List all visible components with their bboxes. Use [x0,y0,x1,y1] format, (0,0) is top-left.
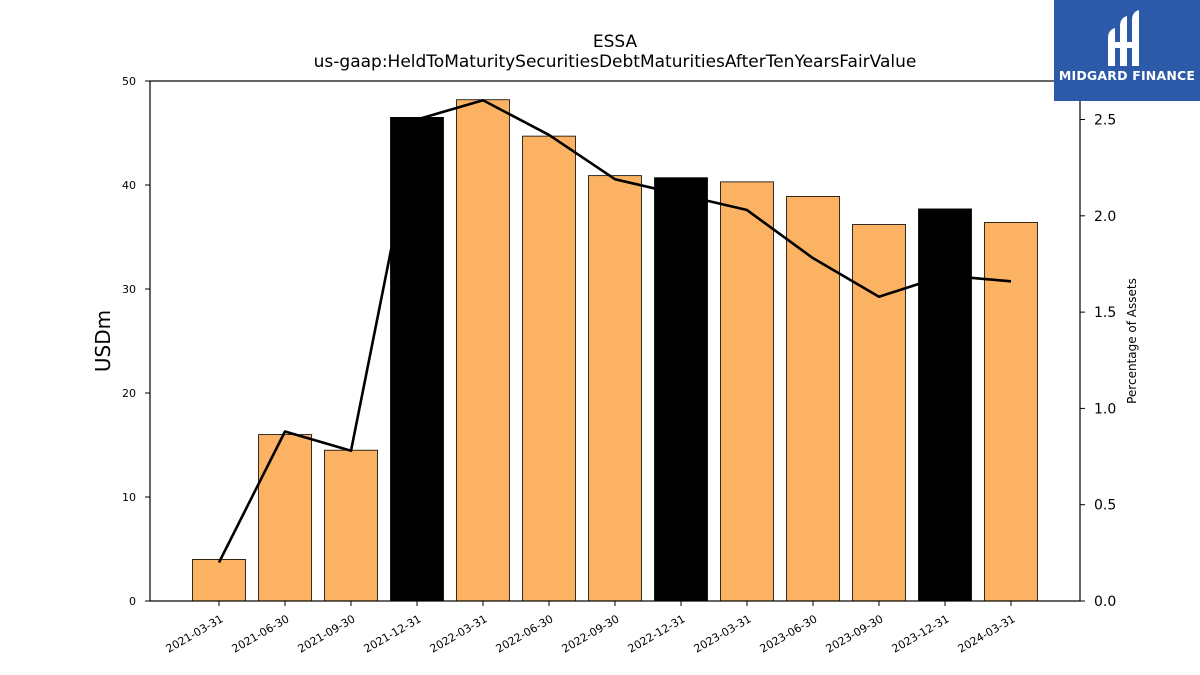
bar [984,222,1038,602]
bar [588,175,642,602]
bar [786,196,840,602]
x-tick-label: 2021-12-31 [362,612,424,655]
y2-tick-label: 1.0 [1094,401,1116,417]
bar [654,177,708,602]
x-tick-label: 2023-06-30 [758,612,820,655]
chart-title: ESSA [592,32,638,52]
y-tick-label: 30 [122,283,136,296]
y2-tick-label: 2.0 [1094,209,1116,225]
x-tick-label: 2021-09-30 [296,612,358,655]
bar [852,224,906,602]
x-tick-label: 2022-12-31 [626,612,688,655]
y-tick-label: 40 [122,179,136,192]
bar [720,181,774,602]
x-tick-label: 2021-06-30 [230,612,292,655]
y-tick-label: 50 [122,75,136,88]
chart-subtitle: us-gaap:HeldToMaturitySecuritiesDebtMatu… [313,52,917,72]
x-tick-label: 2022-06-30 [494,612,556,655]
brand-logo: MIDGARD FINANCE [1054,0,1200,101]
bar [390,117,444,602]
bar [258,434,312,602]
series-line [217,98,1012,564]
x-tick-label: 2022-03-31 [428,612,490,655]
y2-axis-label: Percentage of Assets [1125,278,1139,404]
x-tick-label: 2022-09-30 [560,612,622,655]
logo-mark-icon [1108,10,1139,66]
y-tick-label: 20 [122,387,136,400]
bar [522,135,576,602]
y-tick-label: 10 [122,491,136,504]
y2-tick-label: 2.5 [1094,113,1116,129]
bar [192,559,246,602]
x-tick-label: 2024-03-31 [956,612,1018,655]
bar [918,208,972,602]
bar [456,99,510,602]
y-axis-label: USDm [91,310,115,372]
y-tick-label: 0 [129,595,136,608]
x-tick-label: 2021-03-31 [164,612,226,655]
logo-text: MIDGARD FINANCE [1058,68,1196,83]
x-tick-label: 2023-03-31 [692,612,754,655]
bar [324,449,378,602]
y2-tick-label: 0.5 [1094,498,1116,514]
y2-tick-label: 0.0 [1094,594,1116,610]
x-tick-label: 2023-12-31 [890,612,952,655]
y2-tick-label: 1.5 [1094,305,1116,321]
x-tick-label: 2023-09-30 [824,612,886,655]
